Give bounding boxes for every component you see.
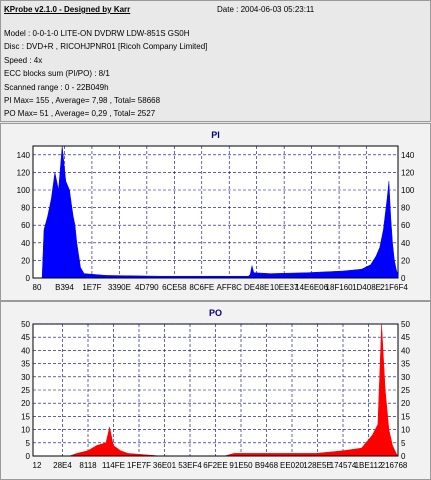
pi-ytick-left: 60 — [21, 221, 30, 230]
po-xtick-label: B9468 — [255, 461, 279, 470]
pi-xtick-label: 10EE37 — [270, 283, 299, 292]
info-header: KProbe v2.1.0 - Designed by Karr Date : … — [0, 0, 431, 122]
pi-ytick-left: 120 — [17, 168, 31, 177]
po-chart-panel: PO 0 0 5 5 10 10 15 15 20 20 25 25 30 30 35 35 40 40 45 45 50… — [0, 301, 431, 480]
pi-plot-area — [32, 145, 399, 279]
po-xtick-label: 174574 — [330, 461, 357, 470]
po-ytick-right: 10 — [401, 426, 410, 435]
app-title: KProbe v2.1.0 - Designed by Karr — [4, 5, 131, 14]
po-ytick-right: 25 — [401, 386, 410, 395]
pi-xtick-label: 8C6FE — [189, 283, 214, 292]
po-xtick-label: 28E4 — [53, 461, 72, 470]
po-ytick-left: 25 — [21, 386, 30, 395]
po-xtick-label: 128E5E — [303, 461, 331, 470]
po-xtick-label: 12 — [33, 461, 42, 470]
pi-ytick-left: 80 — [21, 204, 30, 213]
pi-ytick-left: 0 — [26, 274, 31, 283]
ecc-line: ECC blocks sum (PI/PO) : 8/1 — [4, 69, 110, 78]
scan-date: Date : 2004-06-03 05:23:11 — [217, 5, 315, 14]
pi-chart-panel: PI 0 0 20 20 40 40 60 60 80 80 100 100 120 120 140 140 80… — [0, 123, 431, 301]
po-ytick-right: 20 — [401, 399, 410, 408]
po-chart: PO 0 0 5 5 10 10 15 15 20 20 25 25 30 30 35 35 40 40 45 45 50… — [21, 308, 410, 470]
pi-xtick-label: 1D408E — [352, 283, 381, 292]
po-ytick-left: 30 — [21, 373, 30, 382]
pi-ytick-left: 140 — [17, 151, 31, 160]
po-ytick-right: 45 — [401, 333, 410, 342]
po-xtick-label: 6F2EE — [203, 461, 227, 470]
po-ytick-left: 5 — [26, 439, 31, 448]
pi-xtick-label: 21F6F4 — [380, 283, 408, 292]
po-ytick-right: 40 — [401, 346, 410, 355]
scanned-range-line: Scanned range : 0 - 22B049h — [4, 83, 109, 92]
pi-ytick-left: 100 — [17, 186, 31, 195]
po-xtick-label: 216768 — [381, 461, 408, 470]
po-series — [33, 323, 399, 457]
po-ytick-right: 30 — [401, 373, 410, 382]
po-ytick-right: 50 — [401, 320, 410, 329]
po-xtick-label: 91E50 — [229, 461, 253, 470]
pi-chart-title: PI — [211, 130, 220, 140]
pi-ytick-right: 140 — [401, 151, 415, 160]
pi-xtick-label: 80 — [33, 283, 42, 292]
pi-xtick-label: B394 — [55, 283, 74, 292]
pi-xtick-label: 1E7F — [82, 283, 101, 292]
po-ytick-right: 0 — [401, 452, 406, 461]
po-ytick-left: 15 — [21, 412, 30, 421]
pi-ytick-right: 100 — [401, 186, 415, 195]
pi-ytick-left: 20 — [21, 256, 30, 265]
pi-xtick-label: 14E6E06 — [295, 283, 328, 292]
disc-line: Disc : DVD+R , RICOHJPNR01 [Ricoh Compan… — [4, 42, 208, 51]
pi-ytick-left: 40 — [21, 239, 30, 248]
po-ytick-left: 40 — [21, 346, 30, 355]
po-xtick-label: 36E01 — [153, 461, 177, 470]
speed-line: Speed : 4x — [4, 56, 43, 65]
pi-ytick-right: 0 — [401, 274, 406, 283]
po-ytick-left: 10 — [21, 426, 30, 435]
po-xtick-label: 1FE7F — [127, 461, 151, 470]
pi-xtick-label: 18F160 — [326, 283, 354, 292]
pi-xtick-label: 3390E — [108, 283, 131, 292]
pi-chart: PI 0 0 20 20 40 40 60 60 80 80 100 100 120 120 140 140 80… — [17, 130, 415, 292]
po-ytick-left: 0 — [26, 452, 31, 461]
pi-ytick-right: 60 — [401, 221, 410, 230]
pi-ytick-right: 80 — [401, 204, 410, 213]
po-xtick-label: 1BE112 — [355, 461, 383, 470]
po-xtick-label: 53EF4 — [178, 461, 202, 470]
po-chart-title: PO — [209, 308, 222, 318]
pi-stats-line: PI Max= 155 , Average= 7,98 , Total= 586… — [4, 96, 161, 105]
po-xtick-label: EE020 — [280, 461, 305, 470]
po-xtick-label: 114FE — [102, 461, 125, 470]
pi-ytick-right: 40 — [401, 239, 410, 248]
po-ytick-left: 45 — [21, 333, 30, 342]
po-ytick-right: 5 — [401, 439, 406, 448]
pi-ytick-right: 120 — [401, 168, 415, 177]
pi-xtick-label: DE48E — [244, 283, 269, 292]
pi-xtick-label: 6CE58 — [162, 283, 187, 292]
po-ytick-left: 50 — [21, 320, 30, 329]
model-line: Model : 0-0-1-0 LITE-ON DVDRW LDW-851S G… — [4, 29, 190, 38]
pi-ytick-right: 20 — [401, 256, 410, 265]
po-ytick-left: 35 — [21, 360, 30, 369]
pi-xtick-label: 4D790 — [135, 283, 159, 292]
po-stats-line: PO Max= 51 , Average= 0,29 , Total= 2527 — [4, 109, 156, 118]
po-ytick-right: 15 — [401, 412, 410, 421]
po-ytick-left: 20 — [21, 399, 30, 408]
po-ytick-right: 35 — [401, 360, 410, 369]
po-xtick-label: 8118 — [79, 461, 97, 470]
pi-series — [33, 145, 399, 279]
pi-xtick-label: AFF8C — [217, 283, 243, 292]
